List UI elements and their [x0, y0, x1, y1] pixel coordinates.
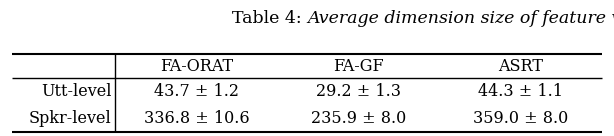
Text: 359.0 ± 8.0: 359.0 ± 8.0 — [473, 110, 569, 127]
Text: ASRT: ASRT — [498, 58, 543, 75]
Text: 29.2 ± 1.3: 29.2 ± 1.3 — [316, 83, 401, 100]
Text: 44.3 ± 1.1: 44.3 ± 1.1 — [478, 83, 563, 100]
Text: Average dimension size of feature vectors: Average dimension size of feature vector… — [307, 10, 614, 27]
Text: Table 4:: Table 4: — [232, 10, 307, 27]
Text: FA-GF: FA-GF — [333, 58, 384, 75]
Text: FA-ORAT: FA-ORAT — [160, 58, 233, 75]
Text: 43.7 ± 1.2: 43.7 ± 1.2 — [154, 83, 239, 100]
Text: Utt-level: Utt-level — [41, 83, 111, 100]
Text: 336.8 ± 10.6: 336.8 ± 10.6 — [144, 110, 249, 127]
Text: 235.9 ± 8.0: 235.9 ± 8.0 — [311, 110, 406, 127]
Text: Spkr-level: Spkr-level — [29, 110, 111, 127]
